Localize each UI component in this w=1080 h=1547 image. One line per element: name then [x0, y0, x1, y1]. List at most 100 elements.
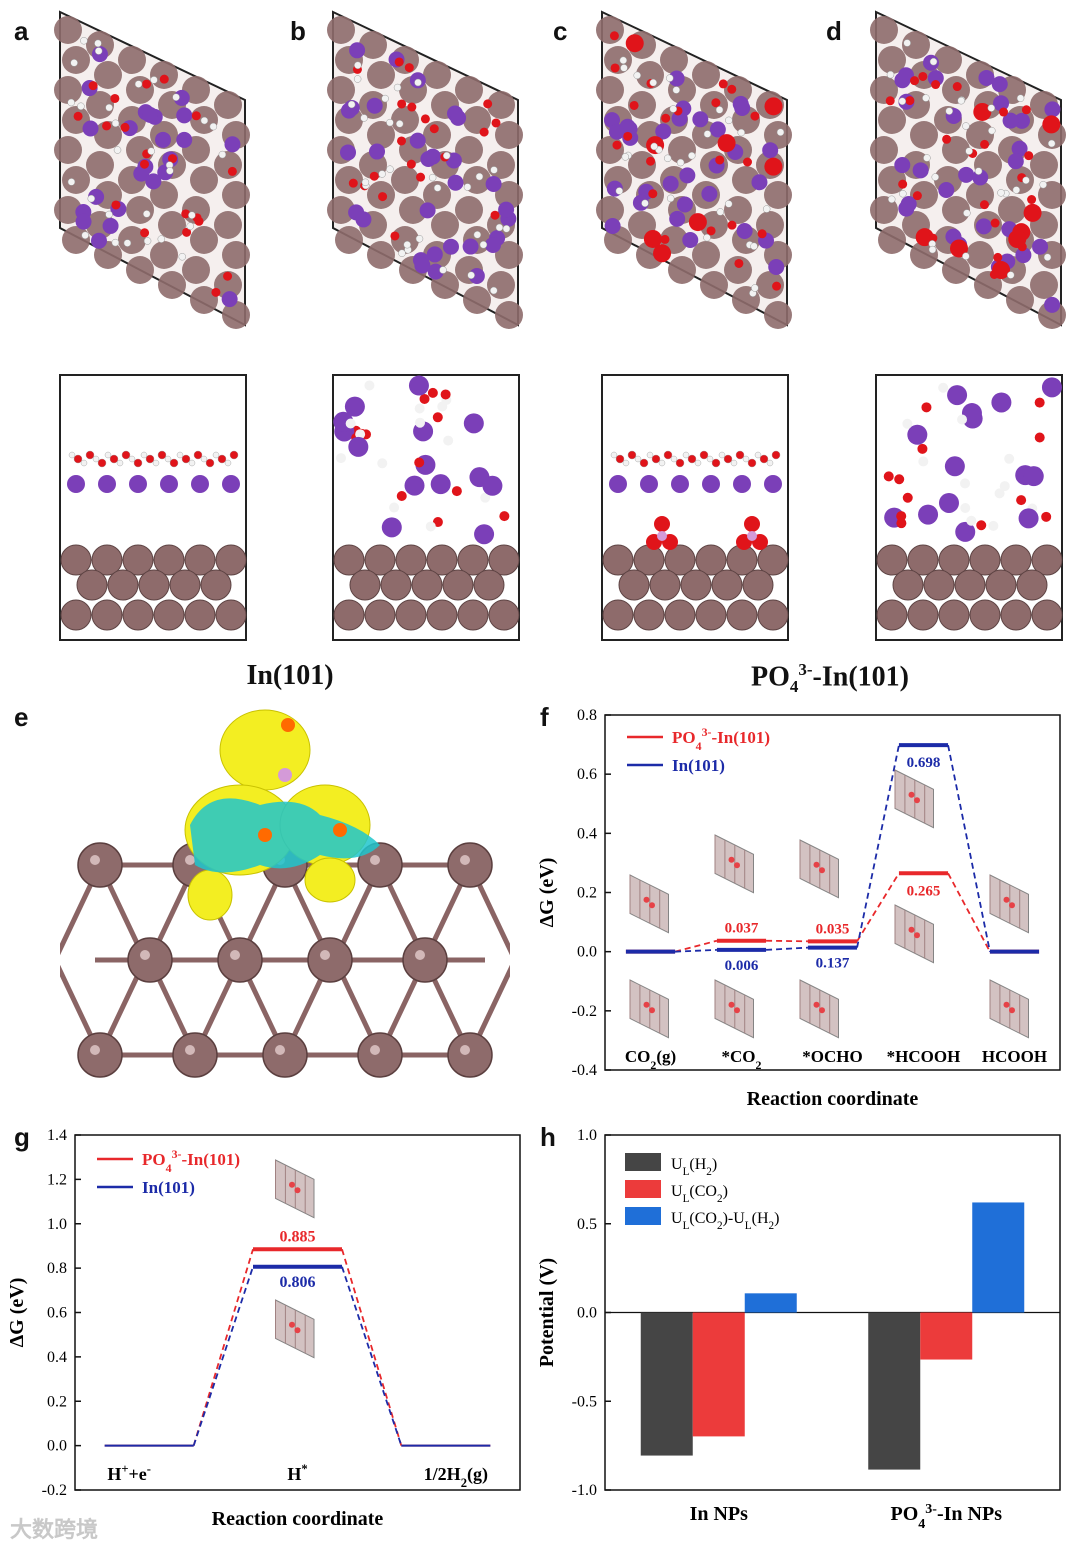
chart-g-label-in: 0.806: [280, 1274, 316, 1291]
adatom: [176, 107, 193, 124]
chart-f-label-po4: 0.037: [725, 921, 759, 937]
substrate-atom: [711, 569, 743, 601]
chart-f-co2-free-energy: -0.4 -0.2 0.0 0.2 0.4 0.6 0.8 ΔG (eV) 0.037 0.006…: [536, 707, 1061, 1110]
disordered-atom: [894, 474, 905, 485]
substrate-atom: [938, 599, 970, 631]
chart-h-bar-0-0: [640, 1312, 693, 1456]
oxygen-atom: [610, 63, 620, 73]
inset-oxygen: [1009, 902, 1015, 909]
hydrogen-atom: [172, 93, 180, 101]
oxygen-atom: [625, 34, 644, 53]
structure-side-view-d: [875, 374, 1063, 641]
inset-cell: [714, 979, 754, 1039]
adatom: [442, 238, 459, 255]
water-layer-atom: [188, 459, 196, 467]
chart-h-legend-swatch: [625, 1207, 661, 1225]
indium-atom: [62, 226, 90, 254]
indium-atom: [660, 46, 688, 74]
water-layer-atom: [639, 458, 649, 468]
hydrogen-atom: [80, 36, 88, 45]
oxygen-atom: [711, 98, 721, 108]
disordered-atom: [1023, 466, 1044, 487]
hydrogen-atom: [87, 194, 96, 203]
substrate-atom: [954, 569, 986, 601]
inset-cell: [989, 874, 1029, 934]
oxygen-atom: [1027, 195, 1037, 205]
chart-g-y-tick-label: 1.2: [47, 1171, 67, 1188]
water-layer-atom: [97, 458, 107, 468]
phosphate-oxygen: [654, 516, 670, 532]
disordered-atom: [944, 456, 965, 477]
hydrogen-atom: [1012, 186, 1021, 194]
water-layer-atom: [615, 454, 625, 464]
oxygen-atom: [643, 229, 662, 248]
adatom: [340, 144, 357, 161]
oxygen-atom: [1008, 230, 1027, 249]
adatom: [221, 291, 238, 308]
atom-highlight: [140, 950, 150, 960]
charge-density-illustration: [60, 709, 510, 1078]
substrate-atom: [395, 544, 427, 576]
oxygen-atom: [623, 131, 633, 141]
substrate-atom: [60, 599, 92, 631]
inset-oxygen: [289, 1181, 295, 1188]
indium-atom: [966, 121, 994, 149]
inset-cell: [629, 979, 669, 1039]
indium-atom: [966, 241, 994, 269]
hydrogen-atom: [353, 75, 362, 83]
substrate-atom: [757, 599, 789, 631]
substrate-atom: [969, 544, 1001, 576]
hydrogen-atom: [929, 57, 938, 66]
oxygen-atom: [490, 210, 500, 220]
water-layer-atom: [116, 459, 124, 467]
substrate-atom: [1031, 544, 1063, 576]
indium-atom: [596, 16, 624, 44]
indium-lattice-atom: [357, 1032, 403, 1078]
disordered-atom: [938, 382, 949, 393]
substrate-atom: [122, 544, 154, 576]
atom-highlight: [230, 950, 240, 960]
disordered-atom: [917, 443, 928, 454]
inset-cell: [275, 1159, 315, 1219]
inset-cell: [799, 839, 839, 899]
water-layer-atom: [121, 450, 131, 460]
adatom-layer-atom: [702, 475, 720, 493]
adatom: [669, 210, 686, 227]
water-layer-atom: [675, 458, 685, 468]
indium-atom: [487, 91, 515, 119]
oxygen-atom: [912, 191, 922, 201]
indium-atom: [910, 181, 938, 209]
chart-f-structure-inset: [989, 979, 1029, 1039]
water-layer-atom: [699, 450, 709, 460]
adatom: [662, 175, 679, 192]
oxygen-atom: [73, 111, 83, 121]
oxygen-atom: [348, 178, 358, 188]
hydrogen-atom: [666, 194, 675, 203]
indium-lattice-atom: [447, 842, 493, 888]
indium-atom: [359, 31, 387, 59]
hydrogen-atom: [361, 178, 370, 187]
hydrogen-atom: [762, 205, 771, 213]
chart-f-y-tick-label: 0.8: [577, 707, 597, 724]
disordered-atom: [355, 429, 366, 440]
indium-atom: [214, 271, 242, 299]
disordered-atom: [1034, 397, 1045, 408]
hydrogen-atom: [77, 102, 85, 111]
inset-cell: [894, 769, 934, 829]
inset-oxygen: [914, 797, 920, 804]
chart-f-structure-inset: [799, 839, 839, 899]
substrate-atom: [411, 569, 443, 601]
indium-atom: [327, 76, 355, 104]
chart-g-legend-label: In(101): [142, 1178, 195, 1197]
adatom-layer-atom: [671, 475, 689, 493]
oxygen-atom: [772, 281, 782, 291]
adatom: [82, 120, 99, 137]
hydrogen-atom: [395, 120, 404, 128]
oxygen-atom: [742, 157, 752, 167]
oxygen-atom: [931, 80, 941, 90]
disordered-atom: [480, 492, 491, 503]
disordered-atom: [1041, 511, 1052, 522]
atom-highlight: [320, 950, 330, 960]
disordered-atom: [988, 520, 999, 531]
substrate-atom: [457, 599, 489, 631]
